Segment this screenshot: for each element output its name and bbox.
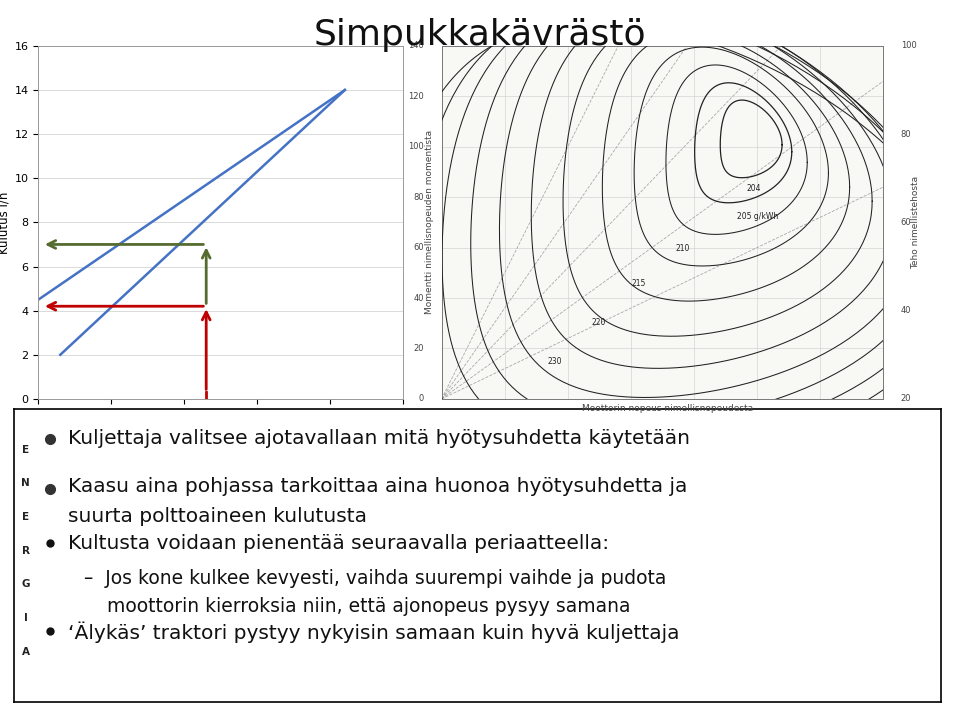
Text: 20: 20 <box>414 344 424 353</box>
Text: Simpukkakävrästö: Simpukkakävrästö <box>314 18 646 52</box>
Text: 204: 204 <box>746 184 761 193</box>
Text: 80: 80 <box>682 420 692 429</box>
Text: 230: 230 <box>547 357 563 366</box>
Text: 20: 20 <box>900 395 911 403</box>
Text: 120: 120 <box>408 92 424 101</box>
Text: E: E <box>22 512 29 522</box>
Text: 100: 100 <box>900 42 917 50</box>
Text: 60: 60 <box>414 243 424 252</box>
Text: 80: 80 <box>900 130 911 138</box>
Text: 80: 80 <box>414 193 424 202</box>
Y-axis label: Kulutus l/h: Kulutus l/h <box>0 191 11 253</box>
Text: Kuljettaja valitsee ajotavallaan mitä hyötysuhdetta käytetään: Kuljettaja valitsee ajotavallaan mitä hy… <box>68 429 690 448</box>
Text: 140: 140 <box>408 42 424 50</box>
Text: 90: 90 <box>731 420 741 429</box>
Text: 100: 100 <box>408 142 424 151</box>
X-axis label: Teho kW: Teho kW <box>191 423 251 436</box>
Text: N: N <box>21 479 30 489</box>
Text: 0: 0 <box>419 395 424 403</box>
Text: G: G <box>21 580 30 590</box>
Text: 50: 50 <box>535 420 545 429</box>
Text: 100: 100 <box>778 420 793 429</box>
Text: moottorin kierroksia niin, että ajonopeus pysyy samana: moottorin kierroksia niin, että ajonopeu… <box>107 597 631 616</box>
Text: suurta polttoaineen kulutusta: suurta polttoaineen kulutusta <box>68 507 367 526</box>
Text: Momentti nimellisnopeuden momentista: Momentti nimellisnopeuden momentista <box>424 131 434 314</box>
Text: 60: 60 <box>900 218 911 227</box>
Text: A: A <box>21 647 30 657</box>
Text: %: % <box>830 420 838 429</box>
Text: Kultusta voidaan pienentää seuraavalla periaatteella:: Kultusta voidaan pienentää seuraavalla p… <box>68 534 610 553</box>
Text: I: I <box>24 613 28 623</box>
Text: 60: 60 <box>584 420 594 429</box>
Text: 210: 210 <box>676 244 690 253</box>
Text: 205 g/kWh: 205 g/kWh <box>737 212 779 221</box>
Text: E: E <box>22 445 29 455</box>
Text: 40: 40 <box>414 294 424 303</box>
Text: 215: 215 <box>632 279 646 288</box>
Text: 40: 40 <box>486 420 496 429</box>
Text: Kaasu aina pohjassa tarkoittaa aina huonoa hyötysuhdetta ja: Kaasu aina pohjassa tarkoittaa aina huon… <box>68 477 687 496</box>
Text: Teho nimellistehosta: Teho nimellistehosta <box>911 176 921 269</box>
Text: 70: 70 <box>633 420 643 429</box>
Text: 120: 120 <box>876 420 891 429</box>
Text: 40: 40 <box>900 306 911 315</box>
Text: 220: 220 <box>591 318 606 327</box>
Text: 30: 30 <box>436 420 447 429</box>
Text: Moottorin nopeus nimellisnopeudesta: Moottorin nopeus nimellisnopeudesta <box>582 404 753 413</box>
Text: R: R <box>21 546 30 556</box>
Text: –  Jos kone kulkee kevyesti, vaihda suurempi vaihde ja pudota: – Jos kone kulkee kevyesti, vaihda suure… <box>84 569 666 588</box>
Text: ‘Älykäs’ traktori pystyy nykyisin samaan kuin hyvä kuljettaja: ‘Älykäs’ traktori pystyy nykyisin samaan… <box>68 622 680 643</box>
